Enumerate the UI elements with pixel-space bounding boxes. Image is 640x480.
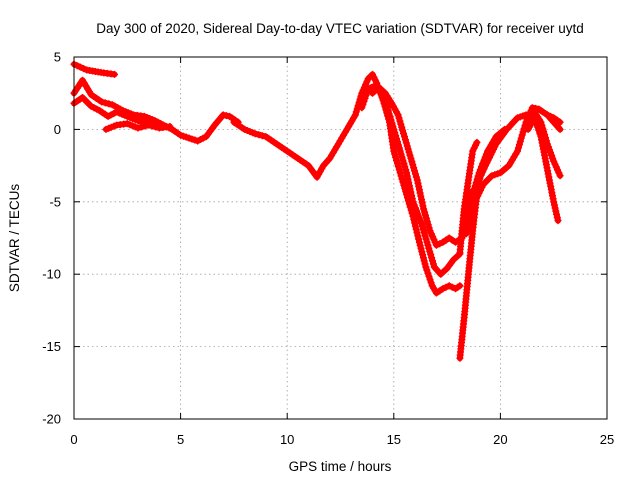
x-tick-label: 25 bbox=[600, 432, 614, 447]
y-tick-label: 0 bbox=[54, 122, 61, 137]
x-tick-label: 15 bbox=[387, 432, 401, 447]
plot-frame bbox=[73, 56, 608, 420]
plus-marker bbox=[456, 138, 481, 256]
y-tick-label: -5 bbox=[49, 194, 61, 209]
plus-marker bbox=[230, 70, 464, 297]
series-markers bbox=[524, 114, 562, 225]
series-markers bbox=[464, 110, 536, 203]
series-arc-1 bbox=[70, 60, 118, 78]
y-axis-label: SDTVAR / TECUs bbox=[7, 184, 22, 293]
plus-marker bbox=[543, 111, 564, 133]
series-arc-3 bbox=[70, 94, 159, 128]
axis-ticks: 0 5 10 15 20 25 5 0 -5 -10 -15 -20 bbox=[42, 50, 614, 448]
series-arc-4 bbox=[102, 120, 174, 133]
series-markers bbox=[102, 120, 174, 133]
series-markers bbox=[456, 138, 481, 256]
series-arc-14 bbox=[543, 111, 564, 133]
x-tick-label: 5 bbox=[177, 432, 184, 447]
plus-marker bbox=[464, 110, 536, 203]
series-band bbox=[358, 83, 463, 278]
series-arc-9 bbox=[456, 138, 481, 256]
y-tick-label: 5 bbox=[54, 50, 61, 65]
series-arc-12 bbox=[524, 108, 564, 180]
y-tick-label: -15 bbox=[42, 339, 61, 354]
y-tick-label: -10 bbox=[42, 267, 61, 282]
series-markers bbox=[543, 111, 564, 133]
plus-marker bbox=[358, 82, 464, 278]
x-tick-label: 0 bbox=[70, 432, 77, 447]
grid bbox=[74, 57, 607, 419]
series-markers bbox=[230, 70, 464, 297]
plus-marker bbox=[102, 120, 174, 133]
series-arc-13 bbox=[524, 114, 562, 225]
series-markers bbox=[358, 82, 464, 278]
series-markers bbox=[524, 108, 564, 180]
series-arc-11 bbox=[464, 110, 536, 203]
x-tick-label: 20 bbox=[493, 432, 507, 447]
series-arc-5 bbox=[230, 70, 464, 297]
plus-marker bbox=[524, 108, 564, 180]
series-arc-6 bbox=[358, 82, 464, 278]
x-axis-label: GPS time / hours bbox=[289, 459, 392, 474]
y-tick-label: -20 bbox=[42, 412, 61, 427]
plus-marker bbox=[524, 114, 562, 225]
data-series bbox=[70, 60, 564, 362]
chart-title: Day 300 of 2020, Sidereal Day-to-day VTE… bbox=[96, 21, 583, 36]
x-tick-label: 10 bbox=[280, 432, 294, 447]
